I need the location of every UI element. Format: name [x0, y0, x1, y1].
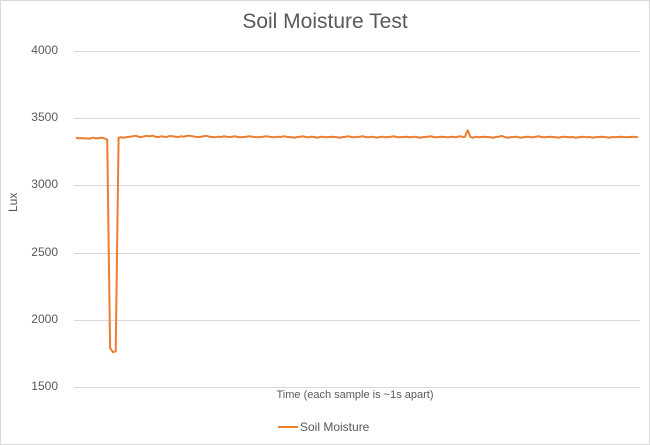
- x-axis-label: Time (each sample is ~1s apart): [276, 389, 434, 401]
- y-tick-3500: 3500: [31, 110, 58, 124]
- y-tick-1500: 1500: [31, 379, 58, 393]
- legend-label: Soil Moisture: [300, 420, 370, 434]
- legend: Soil Moisture: [278, 420, 369, 434]
- y-tick-4000: 4000: [31, 43, 58, 57]
- y-tick-2500: 2500: [31, 245, 58, 259]
- legend-line-swatch-icon: [278, 426, 298, 428]
- y-tick-2000: 2000: [31, 312, 58, 326]
- chart-title: Soil Moisture Test: [242, 10, 408, 33]
- gridlines: [74, 51, 640, 388]
- y-tick-3000: 3000: [31, 177, 58, 191]
- soil-moisture-line: [75, 129, 639, 354]
